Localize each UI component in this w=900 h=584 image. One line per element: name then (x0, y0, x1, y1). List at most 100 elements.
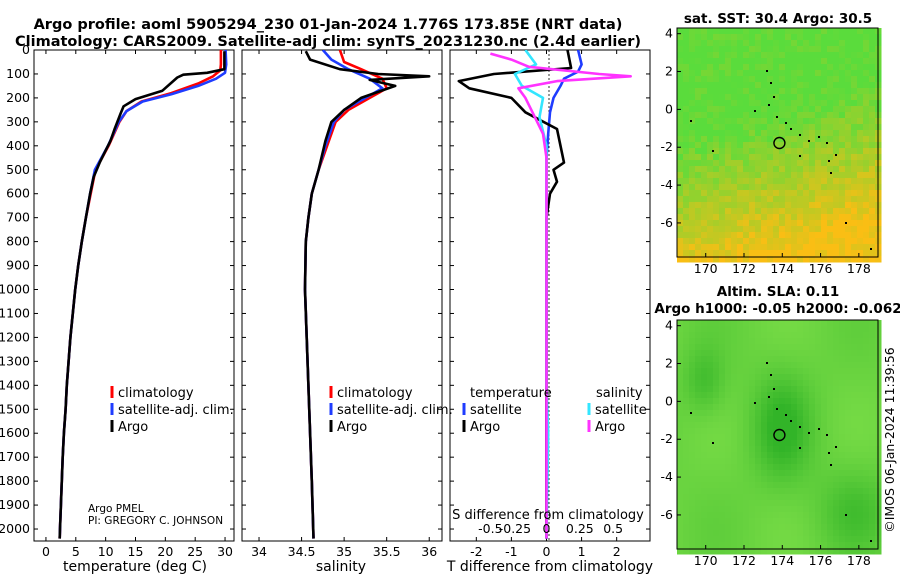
map-cell (731, 184, 738, 191)
map-cell (797, 512, 804, 519)
map-cell (791, 232, 798, 239)
map-cell (815, 178, 822, 185)
map-cell (785, 428, 792, 435)
map-cell (773, 500, 780, 507)
map-cell (815, 374, 822, 381)
map-cell (767, 524, 774, 531)
map-cell (863, 512, 870, 519)
map-cell (797, 130, 804, 137)
map-cell (821, 536, 828, 543)
map-cell (689, 470, 696, 477)
map-cell (677, 190, 684, 197)
map-cell (701, 548, 708, 555)
map-cell (725, 416, 732, 423)
map-cell (695, 548, 702, 555)
map-cell (797, 344, 804, 351)
map-cell (785, 160, 792, 167)
map-cell (677, 100, 684, 107)
map-cell (791, 130, 798, 137)
map-cell (803, 40, 810, 47)
map-cell (869, 368, 876, 375)
map-cell (713, 118, 720, 125)
map-cell (863, 190, 870, 197)
map-cell (749, 410, 756, 417)
map-cell (827, 40, 834, 47)
map-cell (767, 410, 774, 417)
map-cell (779, 238, 786, 245)
island-mark (835, 154, 837, 156)
map-cell (797, 326, 804, 333)
map-cell (803, 52, 810, 59)
map-cell (725, 410, 732, 417)
map-cell (815, 320, 822, 327)
map-cell (857, 404, 864, 411)
map-cell (719, 190, 726, 197)
map-cell (815, 368, 822, 375)
map-cell (701, 446, 708, 453)
map-cell (851, 410, 858, 417)
map-cell (737, 118, 744, 125)
map-cell (701, 428, 708, 435)
map-cell (701, 250, 708, 257)
map-cell (833, 512, 840, 519)
map-cell (761, 148, 768, 155)
map-cell (839, 148, 846, 155)
map-cell (701, 124, 708, 131)
map-x-tick-label: 178 (847, 261, 871, 276)
map-cell (743, 190, 750, 197)
map-cell (809, 536, 816, 543)
map-cell (791, 196, 798, 203)
map-cell (797, 154, 804, 161)
map-cell (827, 214, 834, 221)
map-cell (821, 172, 828, 179)
map-cell (683, 88, 690, 95)
map-cell (839, 350, 846, 357)
map-cell (809, 380, 816, 387)
map-cell (749, 380, 756, 387)
map-cell (725, 530, 732, 537)
series-line-temperature-argo (457, 50, 573, 539)
map-cell (833, 106, 840, 113)
map-cell (719, 350, 726, 357)
map-cell (749, 124, 756, 131)
island-mark (785, 122, 787, 124)
map-y-tick-label: 2 (665, 356, 673, 371)
map-cell (797, 172, 804, 179)
island-mark (818, 428, 820, 430)
map-cell (797, 178, 804, 185)
map-cell (869, 320, 876, 327)
map-cell (821, 238, 828, 245)
map-cell (773, 446, 780, 453)
map-cell (749, 136, 756, 143)
map-cell (707, 452, 714, 459)
map-cell (845, 464, 852, 471)
map-cell (695, 88, 702, 95)
map-cell (707, 530, 714, 537)
x-tick-label: -2 (470, 544, 482, 559)
map-cell (809, 160, 816, 167)
map-cell (737, 326, 744, 333)
map-cell (707, 350, 714, 357)
map-cell (863, 178, 870, 185)
map-cell (713, 136, 720, 143)
map-cell (701, 350, 708, 357)
map-cell (815, 404, 822, 411)
map-cell (821, 476, 828, 483)
map-cell (803, 494, 810, 501)
map-cell (797, 34, 804, 41)
map-cell (683, 524, 690, 531)
map-cell (809, 362, 816, 369)
map-cell (803, 368, 810, 375)
map-cell (779, 184, 786, 191)
map-cell (713, 536, 720, 543)
map-cell (737, 76, 744, 83)
map-cell (731, 190, 738, 197)
map-cell (737, 404, 744, 411)
map-cell (797, 422, 804, 429)
x-tick-label: 0 (543, 544, 551, 559)
island-mark (770, 82, 772, 84)
map-cell (869, 536, 876, 543)
map-cell (695, 106, 702, 113)
map-cell (839, 398, 846, 405)
map-cell (773, 112, 780, 119)
